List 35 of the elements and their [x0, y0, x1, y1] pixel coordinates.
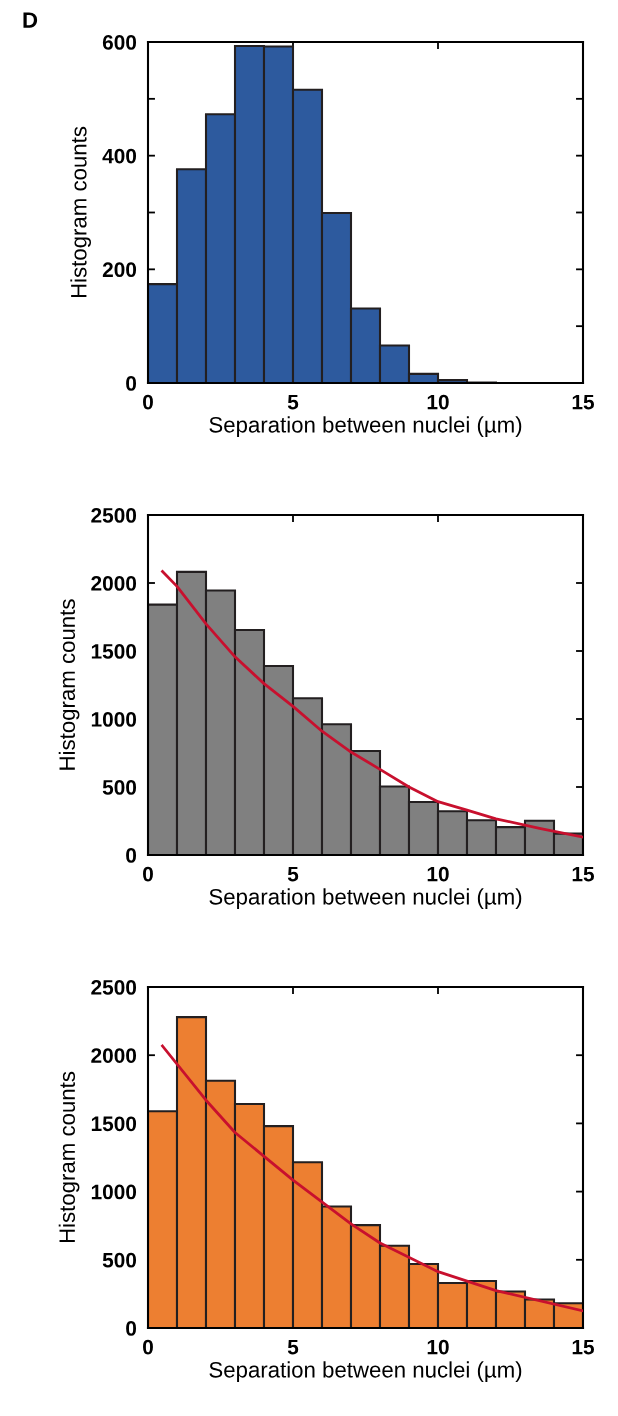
- y-tick-label: 0: [126, 848, 137, 863]
- y-tick-label: 2500: [91, 508, 137, 523]
- x-tick-label: 5: [287, 394, 299, 410]
- text: D: [23, 12, 38, 28]
- y-tick-label: 0: [126, 1321, 137, 1336]
- x-tick-label: 5: [287, 866, 299, 882]
- y-tick-label: 200: [102, 262, 137, 278]
- x-tick-label: 15: [572, 1339, 595, 1355]
- y-tick-label: 500: [102, 780, 137, 795]
- x-tick-label: 10: [427, 1339, 449, 1355]
- x-axis-title: Separation between nuclei (µm): [209, 888, 522, 910]
- y-tick-label: 1000: [91, 712, 137, 727]
- y-axis-title: Histogram counts: [58, 1071, 80, 1243]
- y-axis-title: Histogram counts: [70, 126, 92, 298]
- x-tick-label: 15: [572, 866, 595, 882]
- y-tick-label: 500: [102, 1252, 137, 1268]
- x-tick-label: 10: [427, 394, 449, 410]
- x-tick-label: 0: [143, 866, 153, 882]
- y-tick-label: 0: [126, 376, 137, 391]
- y-tick-label: 2500: [91, 980, 137, 995]
- y-tick-label: 400: [102, 148, 137, 164]
- y-tick-label: 1500: [91, 1116, 137, 1132]
- y-tick-label: 1000: [91, 1184, 137, 1200]
- x-tick-label: 0: [143, 394, 153, 410]
- x-tick-label: 10: [427, 866, 449, 882]
- x-axis-title: Separation between nuclei (µm): [209, 416, 522, 438]
- y-tick-label: 2000: [91, 576, 137, 591]
- y-tick-label: 1500: [91, 644, 137, 659]
- x-tick-label: 0: [143, 1339, 153, 1355]
- y-tick-label: 2000: [91, 1048, 137, 1063]
- x-tick-label: 5: [287, 1339, 299, 1355]
- x-axis-title: Separation between nuclei (µm): [209, 1361, 522, 1383]
- y-axis-title: Histogram counts: [58, 599, 80, 770]
- x-tick-label: 15: [572, 394, 595, 410]
- y-tick-label: 600: [102, 35, 137, 50]
